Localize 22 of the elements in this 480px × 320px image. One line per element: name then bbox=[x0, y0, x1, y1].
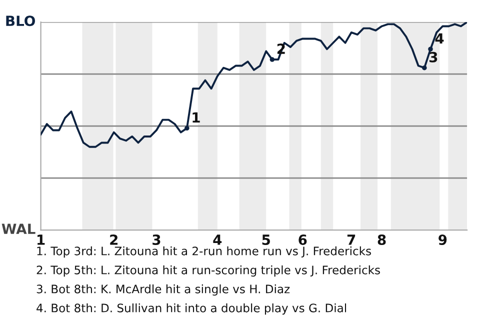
x-tick-label: 4 bbox=[213, 234, 222, 245]
x-tick-label: 7 bbox=[347, 234, 356, 245]
x-tick-label: 6 bbox=[298, 234, 307, 245]
point bbox=[184, 126, 190, 131]
text: 4. Bot 8th: D. Sullivan hit into a double play vs G. Dial bbox=[36, 303, 346, 315]
point bbox=[422, 65, 427, 70]
x-tick-label: 2 bbox=[110, 234, 118, 245]
x-tick-label: 3 bbox=[152, 234, 160, 245]
text: BLO bbox=[6, 16, 35, 26]
text: 3. Bot 8th: K. McArdle hit a single vs H. Diaz bbox=[36, 284, 290, 296]
point bbox=[428, 46, 433, 52]
x-tick-label: 1 bbox=[38, 234, 45, 245]
text: 2. Top 5th: L. Zitouna hit a run-scoring triple vs J. Fredericks bbox=[36, 265, 380, 277]
text: 1. Top 3rd: L. Zitouna hit a 2-run home run vs J. Fredericks bbox=[37, 246, 371, 258]
series-label: 3 bbox=[430, 52, 438, 62]
text: WAL bbox=[2, 224, 36, 234]
x-tick-label: 8 bbox=[378, 234, 386, 245]
x-tick-label: 9 bbox=[438, 234, 447, 245]
series-label: 4 bbox=[435, 33, 444, 44]
series-label: 1 bbox=[192, 112, 200, 122]
x-tick-label: 5 bbox=[262, 234, 270, 245]
point bbox=[270, 57, 275, 62]
